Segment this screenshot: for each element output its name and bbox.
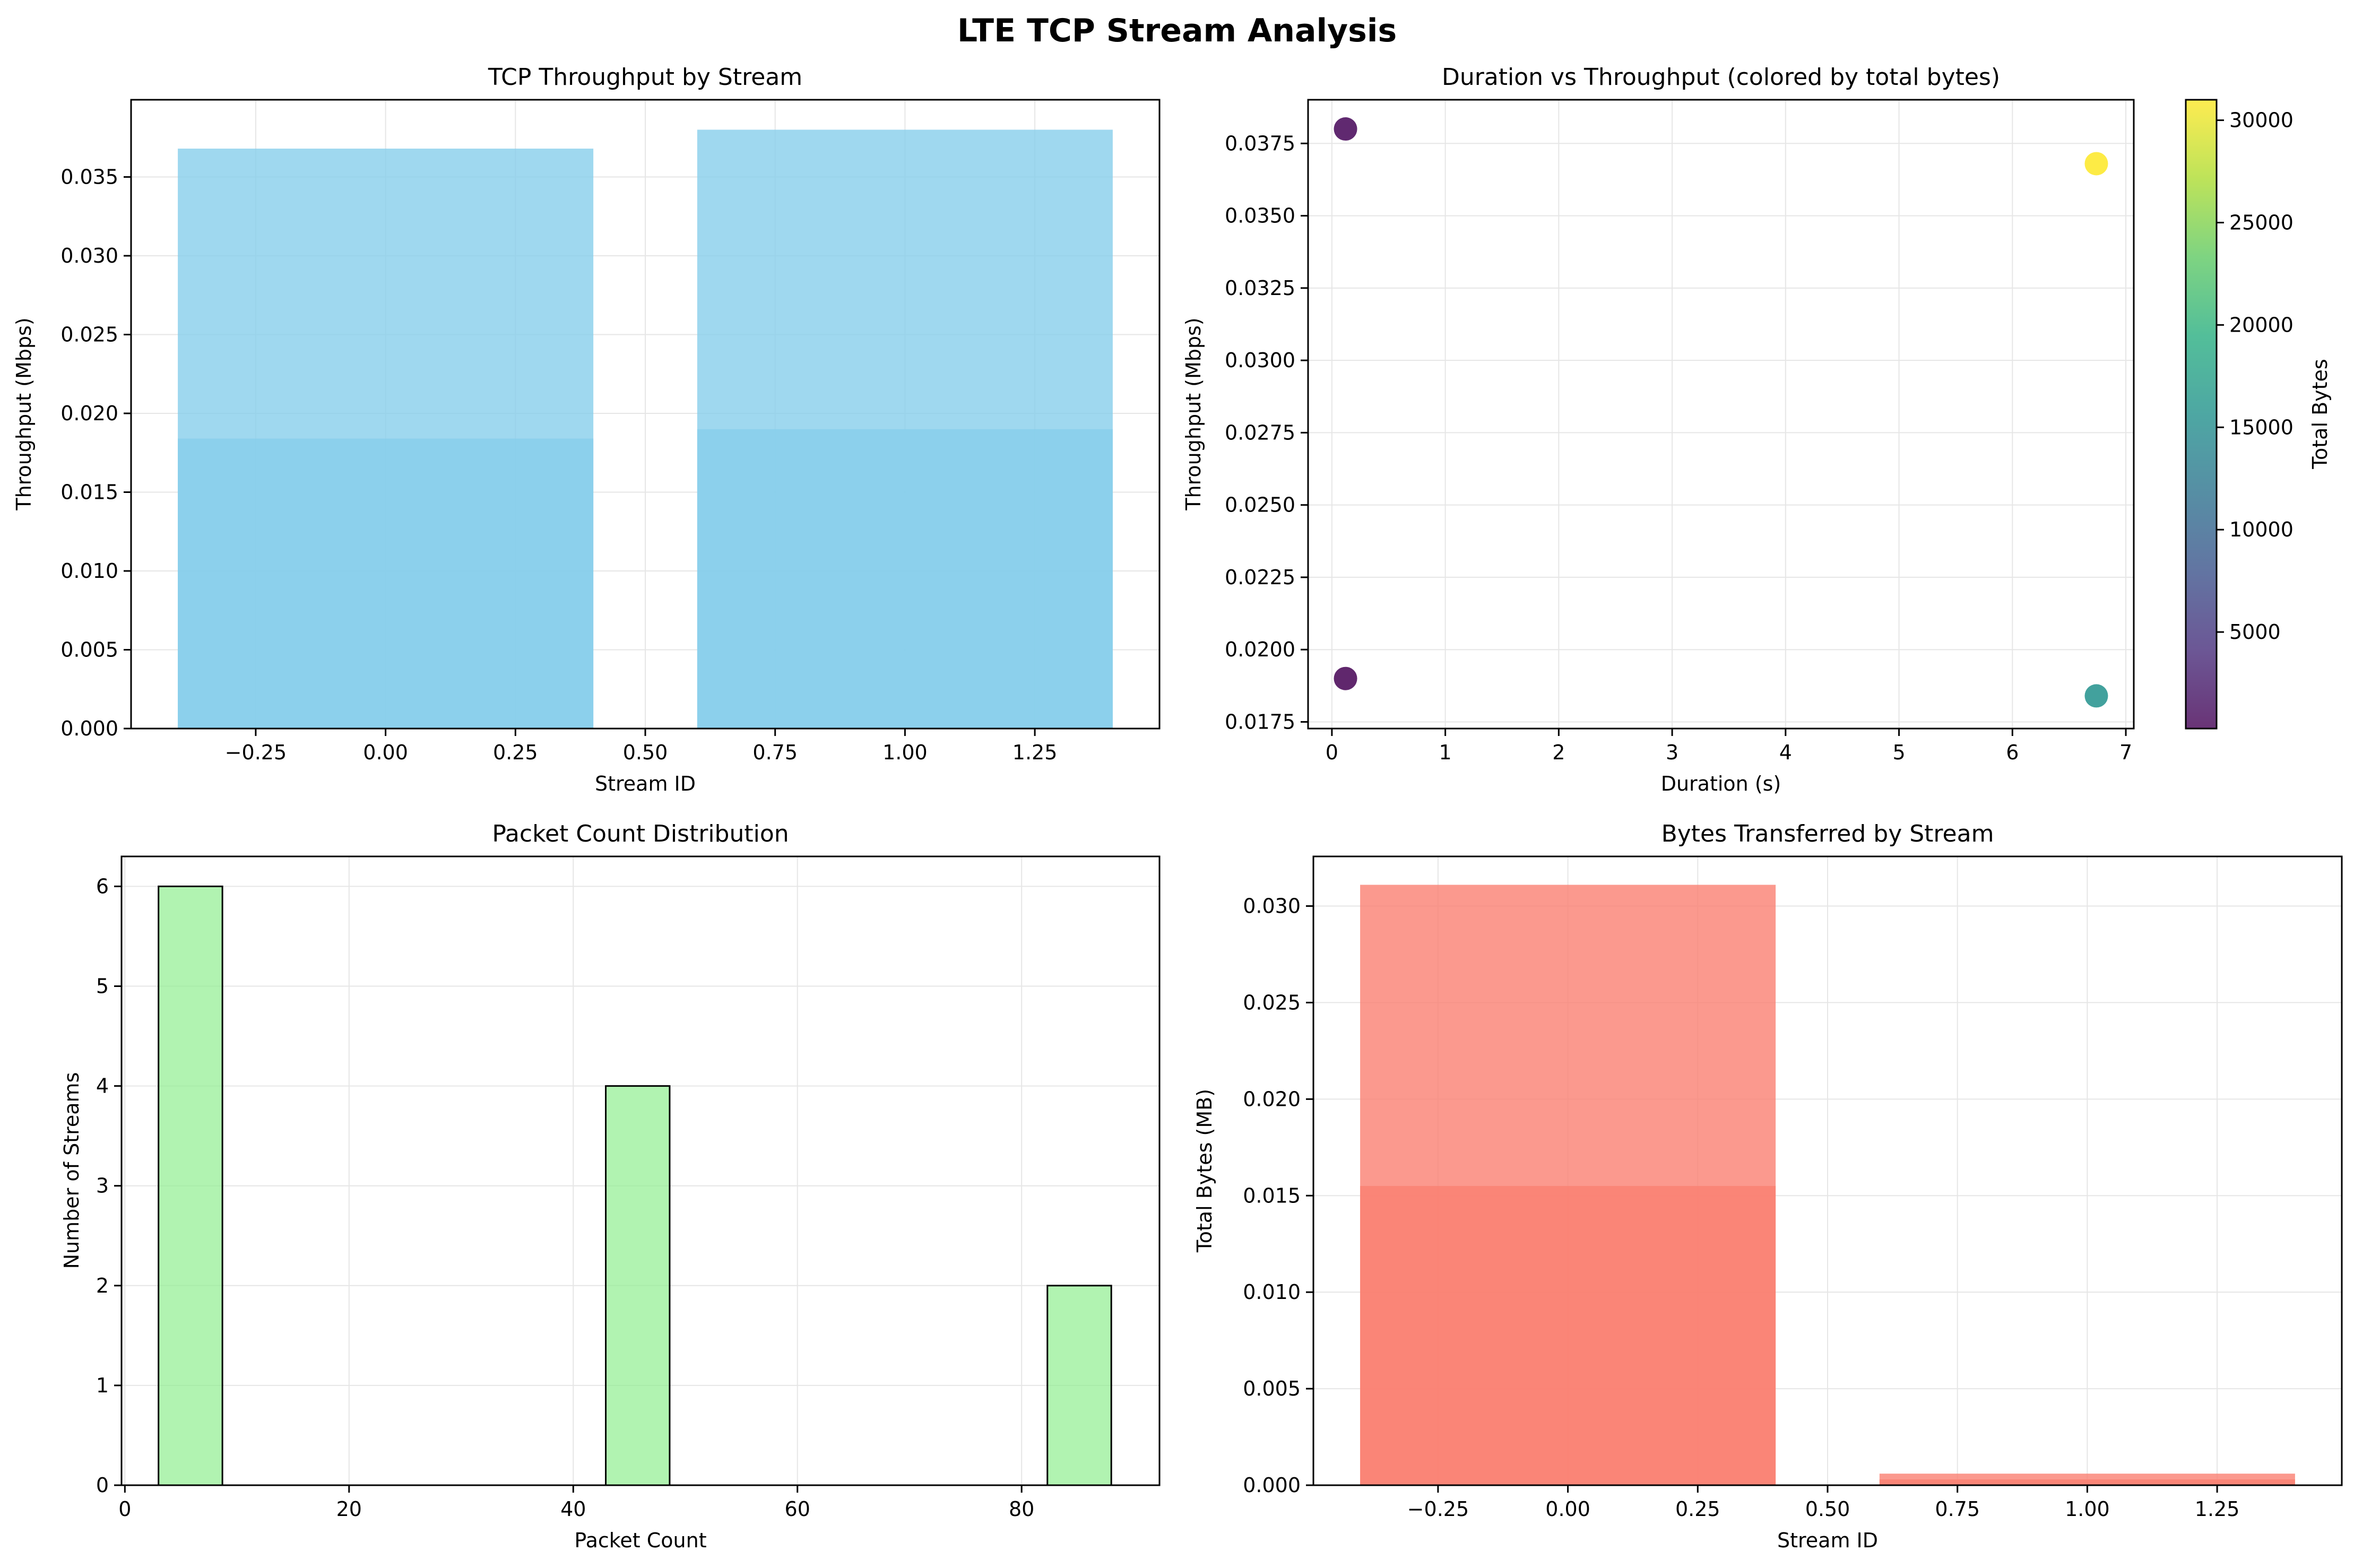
histogram-x-tick-label: 40 [560, 1497, 586, 1521]
scatter-title: Duration vs Throughput (colored by total… [1442, 64, 2000, 91]
scatter-point [2084, 684, 2108, 708]
throughput-bar [178, 149, 594, 729]
throughput-panel: −0.25 0.00 0.25 0.50 0.75 1.00 1.25 0.000 0.005 0… [12, 64, 1161, 795]
colorbar-tick-label: 5000 [2229, 620, 2281, 644]
scatter-y-tick-label: 0.0250 [1225, 493, 1295, 517]
throughput-y-tick-label: 0.025 [60, 323, 118, 346]
histogram-x-tick-label: 60 [785, 1497, 810, 1521]
histogram-y-tick-label: 2 [96, 1274, 109, 1297]
colorbar-label: Total Bytes [2308, 359, 2332, 469]
bytes-x-tick-label: 1.00 [2065, 1497, 2110, 1521]
throughput-bar [697, 129, 1113, 729]
scatter-x-tick-label: 4 [1779, 741, 1792, 764]
throughput-y-tick-label: 0.000 [60, 717, 118, 740]
throughput-x-tick-label: 1.25 [1012, 741, 1058, 764]
colorbar-tick-label: 15000 [2229, 415, 2294, 439]
throughput-y-tick-label: 0.035 [60, 166, 118, 189]
throughput-x-tick-label: 0.50 [623, 741, 668, 764]
scatter-panel: 0 1 2 3 4 5 6 7 0.0175 0.0200 0.0225 0.0250 0.0275 0.… [1182, 64, 2332, 795]
histogram-panel: 0 20 40 60 80 0 1 2 3 4 5 6 Packet Count Distributi… [60, 820, 1161, 1552]
scatter-y-tick-label: 0.0275 [1225, 421, 1295, 444]
bytes-xlabel: Stream ID [1777, 1529, 1878, 1552]
throughput-y-tick-label: 0.015 [60, 481, 118, 504]
histogram-x-tick-label: 0 [118, 1497, 131, 1521]
throughput-x-tick-label: 0.75 [752, 741, 798, 764]
histogram-bar [1046, 1285, 1112, 1486]
scatter-x-tick-label: 3 [1666, 741, 1678, 764]
throughput-y-tick-label: 0.020 [60, 402, 118, 425]
colorbar-tick-label: 25000 [2229, 211, 2294, 234]
bytes-x-tick-label: 1.25 [2195, 1497, 2240, 1521]
colorbar-tick-label: 20000 [2229, 313, 2294, 336]
scatter-point [1334, 666, 1357, 690]
scatter-y-tick-label: 0.0175 [1225, 710, 1295, 733]
scatter-x-tick-label: 0 [1326, 741, 1338, 764]
throughput-xlabel: Stream ID [595, 772, 696, 795]
bytes-x-tick-label: 0.75 [1935, 1497, 1980, 1521]
histogram-y-tick-label: 6 [96, 874, 109, 898]
bytes-y-tick-label: 0.030 [1243, 895, 1301, 918]
scatter-y-tick-label: 0.0325 [1225, 276, 1295, 300]
colorbar [2185, 99, 2218, 730]
bytes-bar [1360, 885, 1776, 1485]
scatter-point [1334, 117, 1357, 141]
histogram-y-tick-label: 0 [96, 1474, 109, 1497]
bytes-y-tick-label: 0.005 [1243, 1377, 1301, 1400]
bytes-y-tick-label: 0.025 [1243, 991, 1301, 1014]
figure-title: LTE TCP Stream Analysis [957, 12, 1397, 49]
histogram-x-tick-label: 20 [336, 1497, 362, 1521]
scatter-y-tick-label: 0.0375 [1225, 132, 1295, 155]
bytes-y-tick-label: 0.020 [1243, 1087, 1301, 1111]
throughput-y-tick-label: 0.030 [60, 244, 118, 267]
histogram-xlabel: Packet Count [574, 1529, 706, 1552]
bytes-panel: −0.25 0.00 0.25 0.50 0.75 1.00 1.25 0.000 0.005 0… [1193, 820, 2343, 1552]
scatter-point [2084, 152, 2108, 176]
colorbar-tick-label: 30000 [2229, 109, 2294, 132]
throughput-x-tick-label: −0.25 [225, 741, 287, 764]
colorbar-tick-label: 10000 [2229, 518, 2294, 541]
bytes-x-tick-label: 0.50 [1805, 1497, 1850, 1521]
scatter-x-tick-label: 5 [1892, 741, 1905, 764]
bytes-x-tick-label: 0.00 [1545, 1497, 1590, 1521]
scatter-x-tick-label: 1 [1439, 741, 1452, 764]
throughput-ylabel: Throughput (Mbps) [12, 317, 36, 510]
throughput-title: TCP Throughput by Stream [488, 64, 802, 91]
scatter-x-tick-label: 6 [2006, 741, 2019, 764]
scatter-x-tick-label: 7 [2119, 741, 2132, 764]
scatter-y-tick-label: 0.0225 [1225, 566, 1295, 589]
histogram-plot-frame [120, 855, 1161, 1486]
histogram-bar [605, 1085, 671, 1486]
bytes-ylabel: Total Bytes (MB) [1193, 1089, 1216, 1253]
scatter-plot-frame [1307, 99, 2135, 730]
histogram-y-tick-label: 4 [96, 1075, 109, 1098]
bytes-y-tick-label: 0.010 [1243, 1280, 1301, 1304]
histogram-bar [158, 885, 223, 1486]
histogram-y-tick-label: 5 [96, 975, 109, 998]
throughput-x-tick-label: 0.25 [493, 741, 538, 764]
histogram-x-tick-label: 80 [1009, 1497, 1034, 1521]
histogram-ylabel: Number of Streams [60, 1072, 83, 1269]
bytes-bar [1879, 1474, 2295, 1485]
throughput-x-tick-label: 0.00 [363, 741, 408, 764]
scatter-y-tick-label: 0.0200 [1225, 638, 1295, 661]
bytes-x-tick-label: 0.25 [1675, 1497, 1720, 1521]
bytes-y-tick-label: 0.000 [1243, 1474, 1301, 1497]
bytes-title: Bytes Transferred by Stream [1661, 820, 1994, 847]
histogram-y-tick-label: 3 [96, 1174, 109, 1198]
histogram-title: Packet Count Distribution [492, 820, 789, 847]
bytes-x-tick-label: −0.25 [1407, 1497, 1469, 1521]
scatter-x-tick-label: 2 [1552, 741, 1565, 764]
throughput-y-tick-label: 0.010 [60, 559, 118, 583]
scatter-ylabel: Throughput (Mbps) [1182, 317, 1205, 510]
throughput-y-tick-label: 0.005 [60, 638, 118, 662]
scatter-y-tick-label: 0.0350 [1225, 204, 1295, 228]
scatter-xlabel: Duration (s) [1661, 772, 1781, 795]
bytes-y-tick-label: 0.015 [1243, 1184, 1301, 1207]
histogram-y-tick-label: 1 [96, 1374, 109, 1397]
throughput-x-tick-label: 1.00 [882, 741, 928, 764]
scatter-y-tick-label: 0.0300 [1225, 349, 1295, 372]
